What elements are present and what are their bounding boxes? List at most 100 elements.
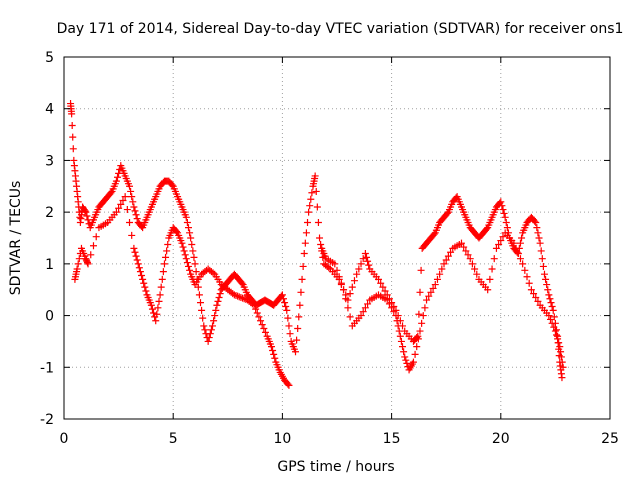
- data-point: [531, 217, 539, 225]
- data-point: [359, 255, 367, 263]
- data-point: [279, 295, 287, 303]
- y-tick-label: -2: [40, 412, 54, 428]
- data-point: [431, 281, 439, 289]
- data-point: [184, 224, 192, 232]
- data-point: [295, 313, 303, 321]
- data-point: [557, 348, 565, 356]
- data-point: [186, 266, 194, 274]
- data-point: [197, 299, 204, 307]
- data-point: [556, 343, 564, 351]
- data-point: [128, 231, 136, 239]
- data-point: [532, 293, 540, 301]
- data-point: [285, 322, 293, 330]
- data-point: [238, 279, 246, 287]
- data-point: [212, 306, 220, 314]
- data-point: [68, 122, 76, 130]
- data-point: [189, 247, 197, 255]
- data-point: [284, 380, 292, 388]
- data-point: [282, 303, 290, 311]
- y-axis-label: SDTVAR / TECUs: [8, 181, 24, 296]
- x-tick-label: 5: [169, 431, 178, 447]
- data-point: [466, 255, 474, 263]
- data-point: [258, 321, 266, 329]
- data-point: [486, 275, 494, 283]
- data-points: [67, 100, 567, 389]
- data-point: [135, 264, 143, 272]
- y-tick-label: 3: [45, 153, 54, 169]
- data-point: [123, 206, 131, 214]
- data-point: [150, 309, 158, 317]
- data-point: [346, 313, 354, 321]
- data-point: [204, 337, 212, 345]
- data-point: [500, 209, 508, 217]
- data-point: [374, 275, 382, 283]
- data-point: [546, 315, 554, 323]
- data-point: [394, 322, 402, 330]
- data-point: [183, 218, 191, 226]
- data-point: [415, 310, 423, 318]
- data-point: [192, 268, 200, 276]
- data-point: [361, 304, 369, 312]
- data-point: [214, 297, 222, 305]
- data-point: [397, 337, 405, 345]
- data-point: [139, 275, 147, 283]
- data-point: [364, 300, 372, 308]
- data-point: [302, 229, 310, 237]
- data-point: [199, 314, 207, 322]
- data-point: [153, 310, 161, 318]
- data-point: [416, 288, 424, 296]
- data-point: [160, 260, 168, 268]
- data-point: [156, 291, 164, 299]
- data-point: [172, 228, 180, 236]
- data-point: [438, 265, 446, 273]
- data-point: [131, 248, 139, 256]
- data-point: [140, 279, 148, 287]
- data-point: [423, 296, 431, 304]
- data-point: [201, 326, 209, 334]
- data-point: [401, 353, 409, 361]
- y-tick-label: 2: [45, 205, 54, 221]
- data-point: [183, 259, 191, 267]
- data-point: [187, 234, 195, 242]
- data-point: [207, 326, 215, 334]
- data-point: [115, 204, 123, 212]
- data-point: [301, 239, 309, 247]
- data-point: [292, 348, 300, 356]
- data-point: [403, 359, 411, 367]
- x-tick-label: 0: [60, 431, 69, 447]
- data-point: [136, 268, 144, 276]
- data-point: [75, 255, 83, 263]
- data-point: [383, 296, 391, 304]
- data-point: [126, 218, 134, 226]
- data-point: [89, 242, 97, 250]
- x-tick-label: 15: [383, 431, 401, 447]
- data-point: [121, 193, 129, 201]
- data-point: [186, 229, 194, 237]
- data-point: [409, 358, 417, 366]
- data-point: [484, 286, 492, 294]
- data-point: [538, 255, 546, 263]
- data-point: [342, 295, 350, 303]
- data-point: [533, 224, 541, 232]
- data-point: [271, 354, 279, 362]
- y-tick-label: 0: [45, 309, 54, 325]
- data-point: [215, 293, 223, 301]
- data-point: [307, 195, 315, 203]
- data-point: [83, 212, 91, 220]
- data-point: [353, 270, 361, 278]
- data-point: [69, 133, 77, 141]
- data-point: [304, 218, 312, 226]
- data-point: [130, 203, 138, 211]
- data-point: [539, 262, 547, 270]
- data-point: [127, 187, 135, 195]
- grid-lines: [64, 57, 610, 419]
- data-point: [499, 206, 507, 214]
- y-tick-label: 5: [45, 50, 54, 66]
- data-point: [521, 266, 529, 274]
- data-point: [361, 250, 369, 258]
- data-point: [179, 243, 187, 251]
- data-point: [440, 260, 448, 268]
- data-point: [542, 275, 550, 283]
- data-point: [195, 291, 203, 299]
- data-point: [325, 264, 333, 272]
